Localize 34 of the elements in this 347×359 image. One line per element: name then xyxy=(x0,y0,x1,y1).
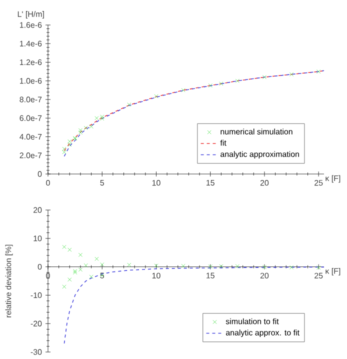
point xyxy=(316,70,321,74)
point xyxy=(78,130,82,135)
point xyxy=(100,262,104,267)
point xyxy=(68,142,72,147)
point xyxy=(89,274,94,279)
point xyxy=(78,252,82,257)
point xyxy=(62,150,66,154)
point xyxy=(208,83,212,88)
point xyxy=(127,262,132,267)
point xyxy=(154,94,158,98)
point xyxy=(181,88,186,92)
point xyxy=(290,265,294,270)
point xyxy=(68,248,72,252)
point xyxy=(78,128,82,132)
point xyxy=(208,264,212,269)
point xyxy=(262,75,267,80)
line-series xyxy=(64,266,324,344)
point xyxy=(235,78,240,83)
point xyxy=(219,264,224,268)
point xyxy=(262,265,267,270)
point xyxy=(235,264,240,268)
point xyxy=(62,284,66,289)
point xyxy=(94,256,99,261)
point xyxy=(219,82,224,86)
point xyxy=(68,278,72,282)
point xyxy=(62,244,66,249)
point xyxy=(62,146,66,151)
point xyxy=(127,102,132,107)
point xyxy=(181,264,186,268)
point xyxy=(154,264,158,268)
point xyxy=(316,266,321,270)
point xyxy=(290,72,294,76)
point xyxy=(68,139,72,144)
point xyxy=(84,263,88,268)
